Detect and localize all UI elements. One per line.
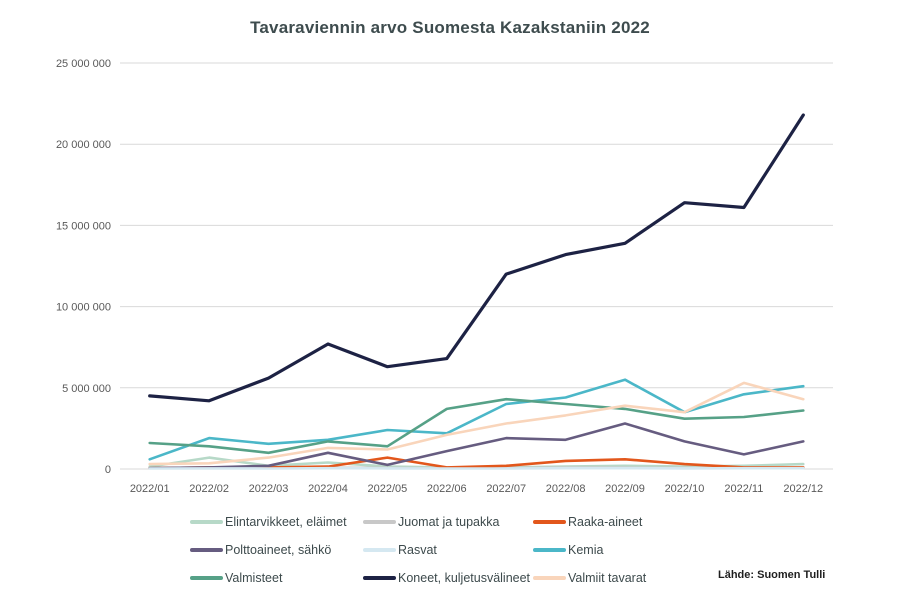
x-tick-label: 2022/02	[189, 483, 229, 495]
legend-label: Kemia	[568, 543, 604, 557]
legend-item: Rasvat	[363, 536, 533, 564]
y-tick-label: 20 000 000	[56, 139, 111, 151]
legend-label: Juomat ja tupakka	[398, 515, 500, 529]
x-tick-label: 2022/01	[130, 483, 170, 495]
x-tick-label: 2022/04	[308, 483, 348, 495]
x-tick-label: 2022/10	[665, 483, 705, 495]
legend-item: Kemia	[533, 536, 646, 564]
y-tick-label: 0	[105, 464, 111, 476]
legend-item: Koneet, kuljetusvälineet	[363, 564, 533, 592]
chart-svg: 0 5 000 000 10 000 000 15 000 000 20 000 000…	[56, 58, 833, 495]
legend-item: Polttoaineet, sähkö	[190, 536, 363, 564]
x-tick-label: 2022/06	[427, 483, 467, 495]
legend-item: Raaka-aineet	[533, 508, 646, 536]
legend-item: Elintarvikkeet, eläimet	[190, 508, 363, 536]
legend-swatch	[190, 548, 223, 552]
x-tick-label: 2022/11	[724, 483, 763, 495]
series-line-6	[148, 397, 805, 455]
x-tick-label: 2022/03	[249, 483, 289, 495]
legend-swatch	[533, 520, 566, 524]
legend-swatch	[190, 576, 223, 580]
legend-label: Valmiit tavarat	[568, 571, 647, 585]
legend-swatch	[533, 576, 566, 580]
legend-item: Valmiit tavarat	[533, 564, 646, 592]
legend-swatch	[363, 576, 396, 580]
chart-title: Tavaraviennin arvo Suomesta Kazakstaniin…	[250, 18, 650, 37]
source-note: Lähde: Suomen Tulli	[718, 569, 826, 581]
legend-item: Valmisteet	[190, 564, 363, 592]
legend-label: Rasvat	[398, 543, 437, 557]
y-tick-label: 5 000 000	[62, 383, 111, 395]
series-line-8	[148, 381, 805, 466]
legend: Elintarvikkeet, eläimet Juomat ja tupakka…	[190, 508, 646, 592]
legend-label: Raaka-aineet	[568, 515, 643, 529]
legend-item: Juomat ja tupakka	[363, 508, 533, 536]
y-tick-label: 15 000 000	[56, 220, 111, 232]
legend-swatch	[533, 548, 566, 552]
series-line-5	[148, 378, 805, 461]
x-tick-label: 2022/09	[605, 483, 645, 495]
series-line-7	[148, 113, 805, 403]
y-tick-label: 25 000 000	[56, 58, 111, 70]
x-tick-label: 2022/08	[546, 483, 586, 495]
legend-label: Elintarvikkeet, eläimet	[225, 515, 347, 529]
legend-label: Polttoaineet, sähkö	[225, 543, 332, 557]
y-tick-label: 10 000 000	[56, 302, 111, 314]
x-tick-label: 2022/07	[486, 483, 526, 495]
legend-swatch	[363, 520, 396, 524]
x-tick-label: 2022/05	[367, 483, 407, 495]
legend-swatch	[363, 548, 396, 552]
legend-swatch	[190, 520, 223, 524]
series-line-3	[148, 422, 805, 470]
x-tick-label: 2022/12	[783, 483, 823, 495]
legend-label: Koneet, kuljetusvälineet	[398, 571, 531, 585]
legend-label: Valmisteet	[225, 571, 283, 585]
